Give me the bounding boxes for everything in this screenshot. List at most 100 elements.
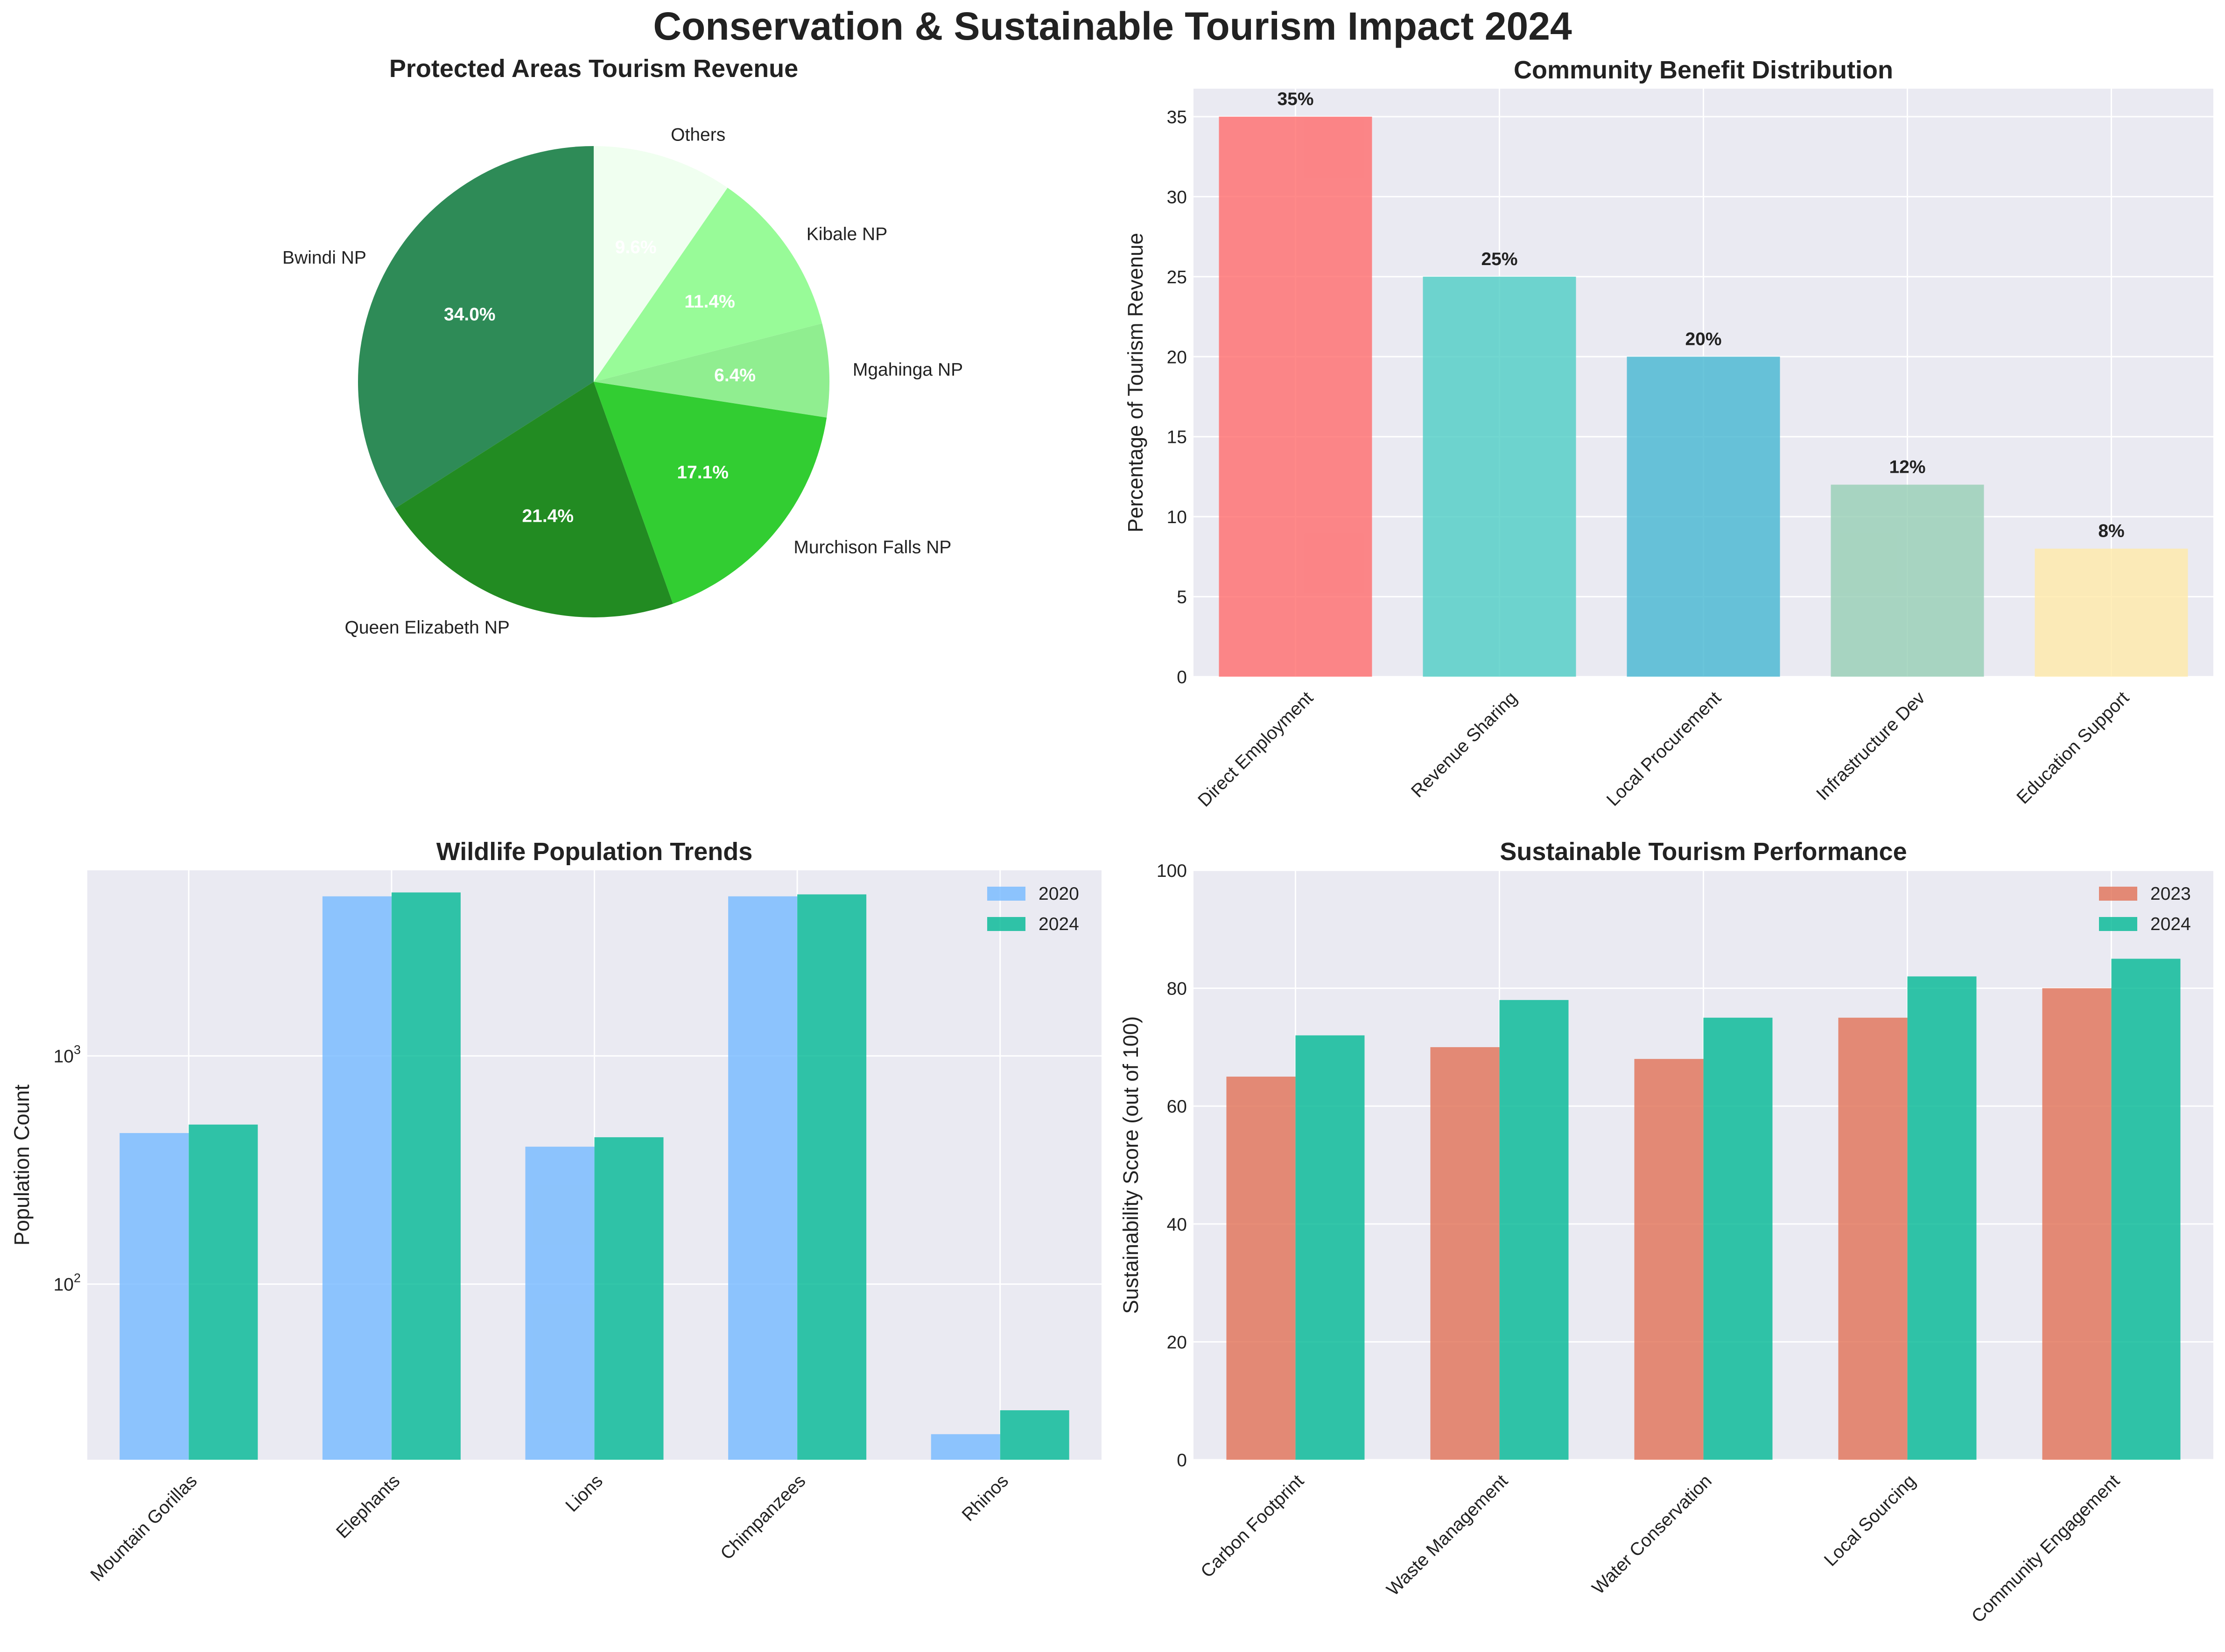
y-tick-label: 35 xyxy=(1167,107,1187,127)
y-axis-label: Population Count xyxy=(10,1084,34,1246)
x-tick-label: Waste Management xyxy=(1383,1471,1512,1600)
pie-slice xyxy=(594,188,822,382)
y-tick-label: 20 xyxy=(1167,347,1187,367)
bar-2023 xyxy=(1226,1077,1296,1460)
pie-slice xyxy=(395,382,673,618)
x-tick-label: Water Conservation xyxy=(1588,1471,1716,1598)
wildlife-population-panel: Wildlife Population Trends 102 103 2020 2024… xyxy=(10,838,1102,1585)
bar-value-label: 25% xyxy=(1481,249,1517,269)
pie-pct-label: 11.4% xyxy=(684,292,735,312)
legend-label: 2020 xyxy=(1039,884,1079,904)
pie-slice-label: Bwindi NP xyxy=(282,248,366,268)
pie-slice xyxy=(358,146,594,509)
bar-value-label: 8% xyxy=(2098,521,2124,541)
bar-2020 xyxy=(931,1434,1000,1460)
bar xyxy=(1423,276,1576,677)
bar xyxy=(1219,117,1372,677)
y-tick-label: 0 xyxy=(1177,667,1187,687)
x-tick-label: Local Sourcing xyxy=(1820,1471,1920,1570)
pie-title: Protected Areas Tourism Revenue xyxy=(389,55,798,83)
x-tick-label: Lions xyxy=(562,1471,607,1516)
y-tick-label: 15 xyxy=(1167,427,1187,448)
x-tick-label: Community Engagement xyxy=(1968,1471,2124,1627)
pie-slice xyxy=(594,146,728,382)
bar-2024 xyxy=(1907,976,1977,1460)
pie-pct-label: 21.4% xyxy=(522,506,574,526)
pie-pct-label: 9.6% xyxy=(615,238,657,258)
y-tick-label: 40 xyxy=(1167,1215,1187,1235)
bar-2020 xyxy=(119,1133,189,1460)
bar-2024 xyxy=(594,1137,664,1460)
x-tick-label: Rhinos xyxy=(958,1471,1012,1525)
x-tick-label: Direct Employment xyxy=(1194,688,1317,811)
legend-swatch xyxy=(2099,917,2137,931)
panel-title: Sustainable Tourism Performance xyxy=(1500,838,1907,866)
y-tick-label: 10 xyxy=(1167,507,1187,527)
bar-2024 xyxy=(797,894,867,1460)
bar-2024 xyxy=(189,1124,258,1460)
pie-pct-label: 34.0% xyxy=(444,304,496,324)
y-tick-label: 20 xyxy=(1167,1332,1187,1352)
bar-2020 xyxy=(728,896,798,1460)
legend-label: 2024 xyxy=(2150,914,2191,934)
y-axis-label: Sustainability Score (out of 100) xyxy=(1119,1016,1143,1314)
bar-2024 xyxy=(2111,959,2181,1460)
x-tick-label: Local Procurement xyxy=(1603,688,1725,810)
pie-pct-label: 17.1% xyxy=(677,462,729,483)
bar-2020 xyxy=(525,1147,595,1460)
panel-title: Wildlife Population Trends xyxy=(436,838,753,866)
y-tick-label: 30 xyxy=(1167,187,1187,207)
panel-title: Community Benefit Distribution xyxy=(1514,56,1893,84)
y-tick-label: 25 xyxy=(1167,267,1187,287)
pie-slice-label: Murchison Falls NP xyxy=(793,538,951,558)
sustainability-performance-panel: Sustainable Tourism Performance 0 20 40 60 80… xyxy=(1119,838,2213,1627)
pie-slice-label: Mgahinga NP xyxy=(853,360,963,380)
y-tick-label: 103 xyxy=(54,1043,81,1067)
bar xyxy=(2035,548,2188,677)
x-tick-label: Revenue Sharing xyxy=(1407,688,1521,802)
x-tick-label: Elephants xyxy=(332,1471,404,1542)
y-tick-label: 60 xyxy=(1167,1097,1187,1117)
legend-swatch xyxy=(2099,887,2137,901)
pie-slice-label: Queen Elizabeth NP xyxy=(344,617,509,637)
bar-2020 xyxy=(322,896,392,1460)
bar-2024 xyxy=(1499,1000,1569,1460)
x-tick-label: Infrastructure Dev xyxy=(1812,688,1929,805)
pie-slice xyxy=(594,323,830,418)
bar-2023 xyxy=(1838,1017,1908,1460)
bar-2024 xyxy=(1295,1035,1365,1460)
y-axis-label: Percentage of Tourism Revenue xyxy=(1123,233,1147,532)
y-tick-label: 5 xyxy=(1177,588,1187,608)
pie-slice xyxy=(594,382,827,604)
legend-swatch xyxy=(987,887,1025,901)
bar-2023 xyxy=(2042,988,2112,1460)
bar-value-label: 12% xyxy=(1889,457,1925,477)
bar xyxy=(1831,484,1984,677)
bar-2023 xyxy=(1430,1047,1500,1460)
bar-value-label: 20% xyxy=(1685,329,1721,349)
bar xyxy=(1627,357,1780,677)
bar-2024 xyxy=(1703,1017,1773,1460)
pie-chart-panel: Protected Areas Tourism Revenue 34.0% Bwin… xyxy=(282,55,963,637)
community-benefit-panel: Community Benefit Distribution 0 5 10 15 20 25… xyxy=(1123,56,2213,811)
bar-2024 xyxy=(391,892,461,1460)
y-tick-label: 100 xyxy=(1157,861,1187,881)
legend-label: 2024 xyxy=(1039,914,1079,934)
y-tick-label: 80 xyxy=(1167,979,1187,999)
pie-pct-label: 6.4% xyxy=(714,365,756,385)
legend-swatch xyxy=(987,917,1025,931)
legend-label: 2023 xyxy=(2150,884,2191,904)
x-tick-label: Education Support xyxy=(2013,688,2133,808)
pie-slice-label: Kibale NP xyxy=(807,224,887,244)
page-title: Conservation & Sustainable Tourism Impac… xyxy=(653,4,1572,48)
pie-slice-label: Others xyxy=(671,125,725,145)
x-tick-label: Chimpanzees xyxy=(716,1471,809,1564)
bar-value-label: 35% xyxy=(1277,89,1313,109)
y-tick-label: 0 xyxy=(1177,1450,1187,1470)
bar-2023 xyxy=(1634,1059,1704,1460)
y-tick-label: 102 xyxy=(54,1271,81,1295)
x-tick-label: Carbon Footprint xyxy=(1197,1471,1308,1582)
x-tick-label: Mountain Gorillas xyxy=(87,1471,201,1585)
bar-2024 xyxy=(1000,1410,1069,1460)
